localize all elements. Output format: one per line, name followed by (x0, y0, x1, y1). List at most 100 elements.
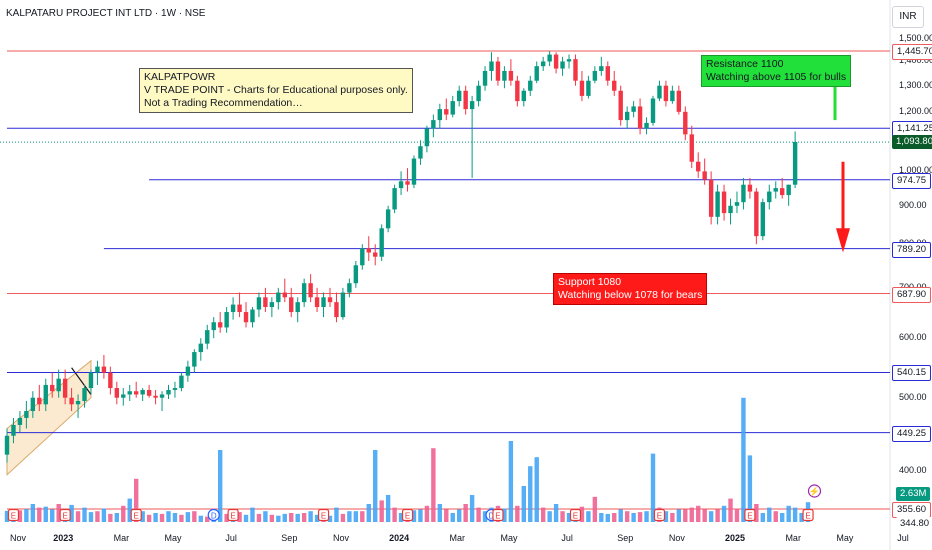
support-note[interactable]: Support 1080 Watching below 1078 for bea… (553, 273, 708, 305)
volume-bar (217, 450, 223, 522)
event-marker-label: E (573, 512, 578, 521)
candle-body (379, 228, 384, 257)
resistance-note[interactable]: Resistance 1100 Watching above 1105 for … (701, 55, 852, 87)
candle-body (256, 297, 262, 310)
volume-bar (683, 509, 688, 522)
candle-body (624, 111, 630, 121)
candle-body (469, 101, 475, 110)
level-price-tag: 687.90 (892, 286, 932, 303)
time-axis-tick: Mar (449, 533, 466, 543)
volume-bar (276, 515, 281, 522)
earnings-marker (59, 508, 71, 522)
volume-bar (754, 504, 759, 522)
candle-body (689, 134, 694, 162)
volume-bar (205, 516, 210, 522)
event-marker-label: D (489, 512, 495, 521)
level-price-tag: 789.20 (892, 241, 932, 258)
time-axis-tick: Mar (113, 533, 130, 543)
candle-body (560, 61, 565, 69)
candle-body (450, 101, 455, 115)
volume-bar (4, 510, 10, 522)
event-marker-label: E (657, 512, 662, 521)
volume-bar (618, 509, 623, 522)
candle-body (618, 90, 623, 121)
volume-bar (263, 511, 268, 522)
volume-bar (566, 513, 572, 522)
volume-bar (159, 513, 165, 522)
volume-bar (250, 507, 255, 522)
volume-bar (289, 513, 294, 522)
volume-bar (786, 505, 791, 522)
candle-body (683, 111, 688, 135)
volume-bar (534, 457, 539, 522)
candle-body (780, 188, 785, 196)
candle-body (553, 54, 559, 69)
candle-body (411, 158, 417, 185)
volume-bar (24, 509, 29, 522)
candle-body (605, 66, 610, 81)
volume-bar (560, 511, 565, 522)
level-price-tag: 355.60 (892, 502, 932, 518)
event-marker-label: E (62, 512, 67, 521)
candle-body (612, 80, 617, 91)
volume-bar (792, 507, 798, 522)
earnings-marker (7, 508, 20, 522)
candle-body (43, 384, 48, 405)
volume-bar (108, 513, 113, 522)
volume-bar (708, 511, 714, 522)
volume-bar (95, 511, 100, 522)
candle-body (198, 343, 203, 353)
candle-body (708, 179, 714, 217)
candle-body (172, 388, 178, 390)
candle-body (599, 66, 604, 71)
time-axis-tick: 2024 (389, 533, 410, 543)
candle-body (276, 292, 281, 303)
candle-body (62, 378, 68, 398)
volume-bar (502, 508, 507, 522)
dividend-marker (207, 508, 220, 522)
volume-bar (650, 453, 656, 522)
candle-body (237, 304, 242, 313)
candle-body (56, 378, 61, 392)
candle-body (534, 66, 539, 81)
candle-body (644, 122, 649, 129)
chart-title: KALPATARU PROJECT INT LTD · 1W · NSE (6, 8, 206, 19)
volume-bar (17, 510, 23, 522)
candle-body (495, 61, 501, 81)
volume-bar (243, 514, 249, 522)
volume-bar (37, 507, 42, 522)
volume-bar (185, 512, 191, 522)
volume-bar (444, 509, 449, 522)
volume-bar (166, 511, 171, 522)
volume-bar (224, 513, 229, 522)
volume-bar (146, 514, 152, 522)
volume-bar (715, 509, 720, 522)
volume-bar (308, 511, 313, 522)
volume-bar (482, 511, 488, 522)
candle-body (243, 312, 249, 323)
earnings-marker (569, 508, 582, 522)
candle-body (127, 391, 132, 395)
disclaimer-note[interactable]: KALPATPOWR V TRADE POINT - Charts for Ed… (139, 68, 413, 113)
currency-button[interactable]: INR (892, 6, 924, 28)
volume-bar (702, 509, 707, 522)
volume-bar (605, 513, 610, 522)
volume-bar (457, 509, 462, 522)
candle-body (50, 384, 55, 392)
volume-bar (50, 509, 55, 522)
volume-bar (134, 478, 139, 522)
earnings-marker (653, 508, 666, 522)
volume-bar (314, 514, 320, 522)
candle-body (340, 292, 346, 318)
candle-body (366, 248, 371, 253)
level-price-tag: 540.15 (892, 365, 932, 382)
level-price-tag: 974.75 (892, 172, 932, 189)
volume-bar (780, 513, 785, 522)
volume-bar (347, 511, 352, 522)
candle-body (101, 366, 107, 373)
volume-bar (437, 504, 443, 522)
volume-bar (644, 511, 649, 522)
candle-body (230, 304, 236, 313)
candle-body (250, 309, 255, 323)
